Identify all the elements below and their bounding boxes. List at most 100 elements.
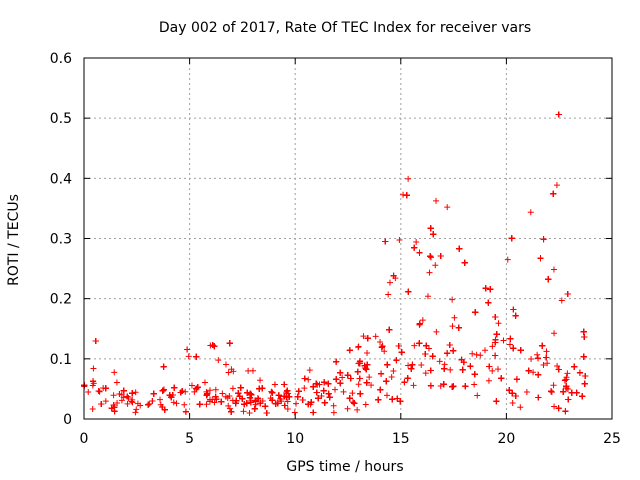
data-point (437, 383, 444, 390)
data-point (325, 380, 332, 387)
data-point (580, 353, 587, 360)
data-point (403, 192, 410, 199)
data-point (489, 367, 496, 374)
data-point (326, 394, 333, 401)
data-point (295, 388, 302, 395)
data-point (396, 236, 403, 243)
data-point (193, 353, 200, 360)
data-point (132, 389, 139, 396)
data-point (543, 354, 550, 361)
data-point (437, 252, 444, 259)
x-axis-title: GPS time / hours (286, 459, 403, 475)
data-point (472, 309, 479, 316)
data-point (237, 384, 244, 391)
data-point (320, 387, 327, 394)
data-point (321, 379, 328, 386)
y-tick-label: 0.3 (50, 232, 72, 248)
data-point (523, 389, 530, 396)
data-point (203, 401, 210, 408)
data-point (256, 385, 263, 392)
x-tick-label: 5 (185, 431, 194, 447)
data-point (571, 363, 578, 370)
data-point (247, 399, 254, 406)
y-tick-label: 0.6 (50, 51, 72, 67)
data-point (171, 384, 178, 391)
data-point (485, 299, 492, 306)
data-point (228, 408, 235, 415)
data-point (449, 323, 456, 330)
data-point (159, 387, 166, 394)
data-point (409, 361, 416, 368)
data-point (85, 389, 92, 396)
data-point (333, 358, 340, 365)
data-point (354, 406, 361, 413)
data-point (125, 394, 132, 401)
data-point (382, 238, 389, 245)
data-point (364, 350, 371, 357)
data-point (248, 391, 255, 398)
data-point (346, 395, 353, 402)
data-point (255, 395, 262, 402)
data-point (356, 375, 363, 382)
data-point (310, 383, 317, 390)
data-point (461, 259, 468, 266)
y-tick-label: 0.2 (50, 292, 72, 308)
data-point (390, 272, 397, 279)
data-point (360, 333, 367, 340)
data-point (492, 313, 499, 320)
data-point (357, 390, 364, 397)
grid-layer (84, 58, 612, 419)
data-point (111, 369, 118, 376)
data-point (330, 409, 337, 416)
data-point (271, 381, 278, 388)
x-tick-label: 25 (603, 431, 621, 447)
data-point (413, 239, 420, 246)
data-point (430, 231, 437, 238)
data-point (432, 262, 439, 269)
data-point (330, 402, 337, 409)
data-point (447, 366, 454, 373)
data-point (550, 382, 557, 389)
data-point (305, 401, 312, 408)
data-point (157, 396, 164, 403)
data-point (554, 363, 561, 370)
data-point (534, 351, 541, 358)
data-point (188, 382, 195, 389)
data-point (397, 398, 404, 405)
data-point (548, 388, 555, 395)
y-tick-label: 0.5 (50, 111, 72, 127)
data-point (102, 385, 109, 392)
data-point (422, 351, 429, 358)
data-point (535, 355, 542, 362)
data-point (411, 244, 418, 251)
data-point (284, 398, 291, 405)
data-point (416, 249, 423, 256)
data-point (416, 320, 423, 327)
data-point (498, 375, 505, 382)
data-point (262, 403, 269, 410)
data-point (576, 369, 583, 376)
data-point (118, 397, 125, 404)
data-point (173, 400, 180, 407)
data-point (169, 391, 176, 398)
data-point (185, 353, 192, 360)
data-point (355, 343, 362, 350)
data-point (477, 352, 484, 359)
data-point (225, 369, 232, 376)
data-point (294, 393, 301, 400)
data-point (548, 389, 555, 396)
data-point (218, 398, 225, 405)
data-point (436, 358, 443, 365)
data-point (394, 395, 401, 402)
data-point (573, 389, 580, 396)
data-point (285, 390, 292, 397)
x-tick-label: 20 (497, 431, 515, 447)
data-point (351, 400, 358, 407)
data-point (368, 382, 375, 389)
data-point (233, 397, 240, 404)
data-point (201, 379, 208, 386)
data-point (527, 209, 534, 216)
data-point (582, 372, 589, 379)
data-point (181, 401, 188, 408)
data-point (90, 378, 97, 385)
